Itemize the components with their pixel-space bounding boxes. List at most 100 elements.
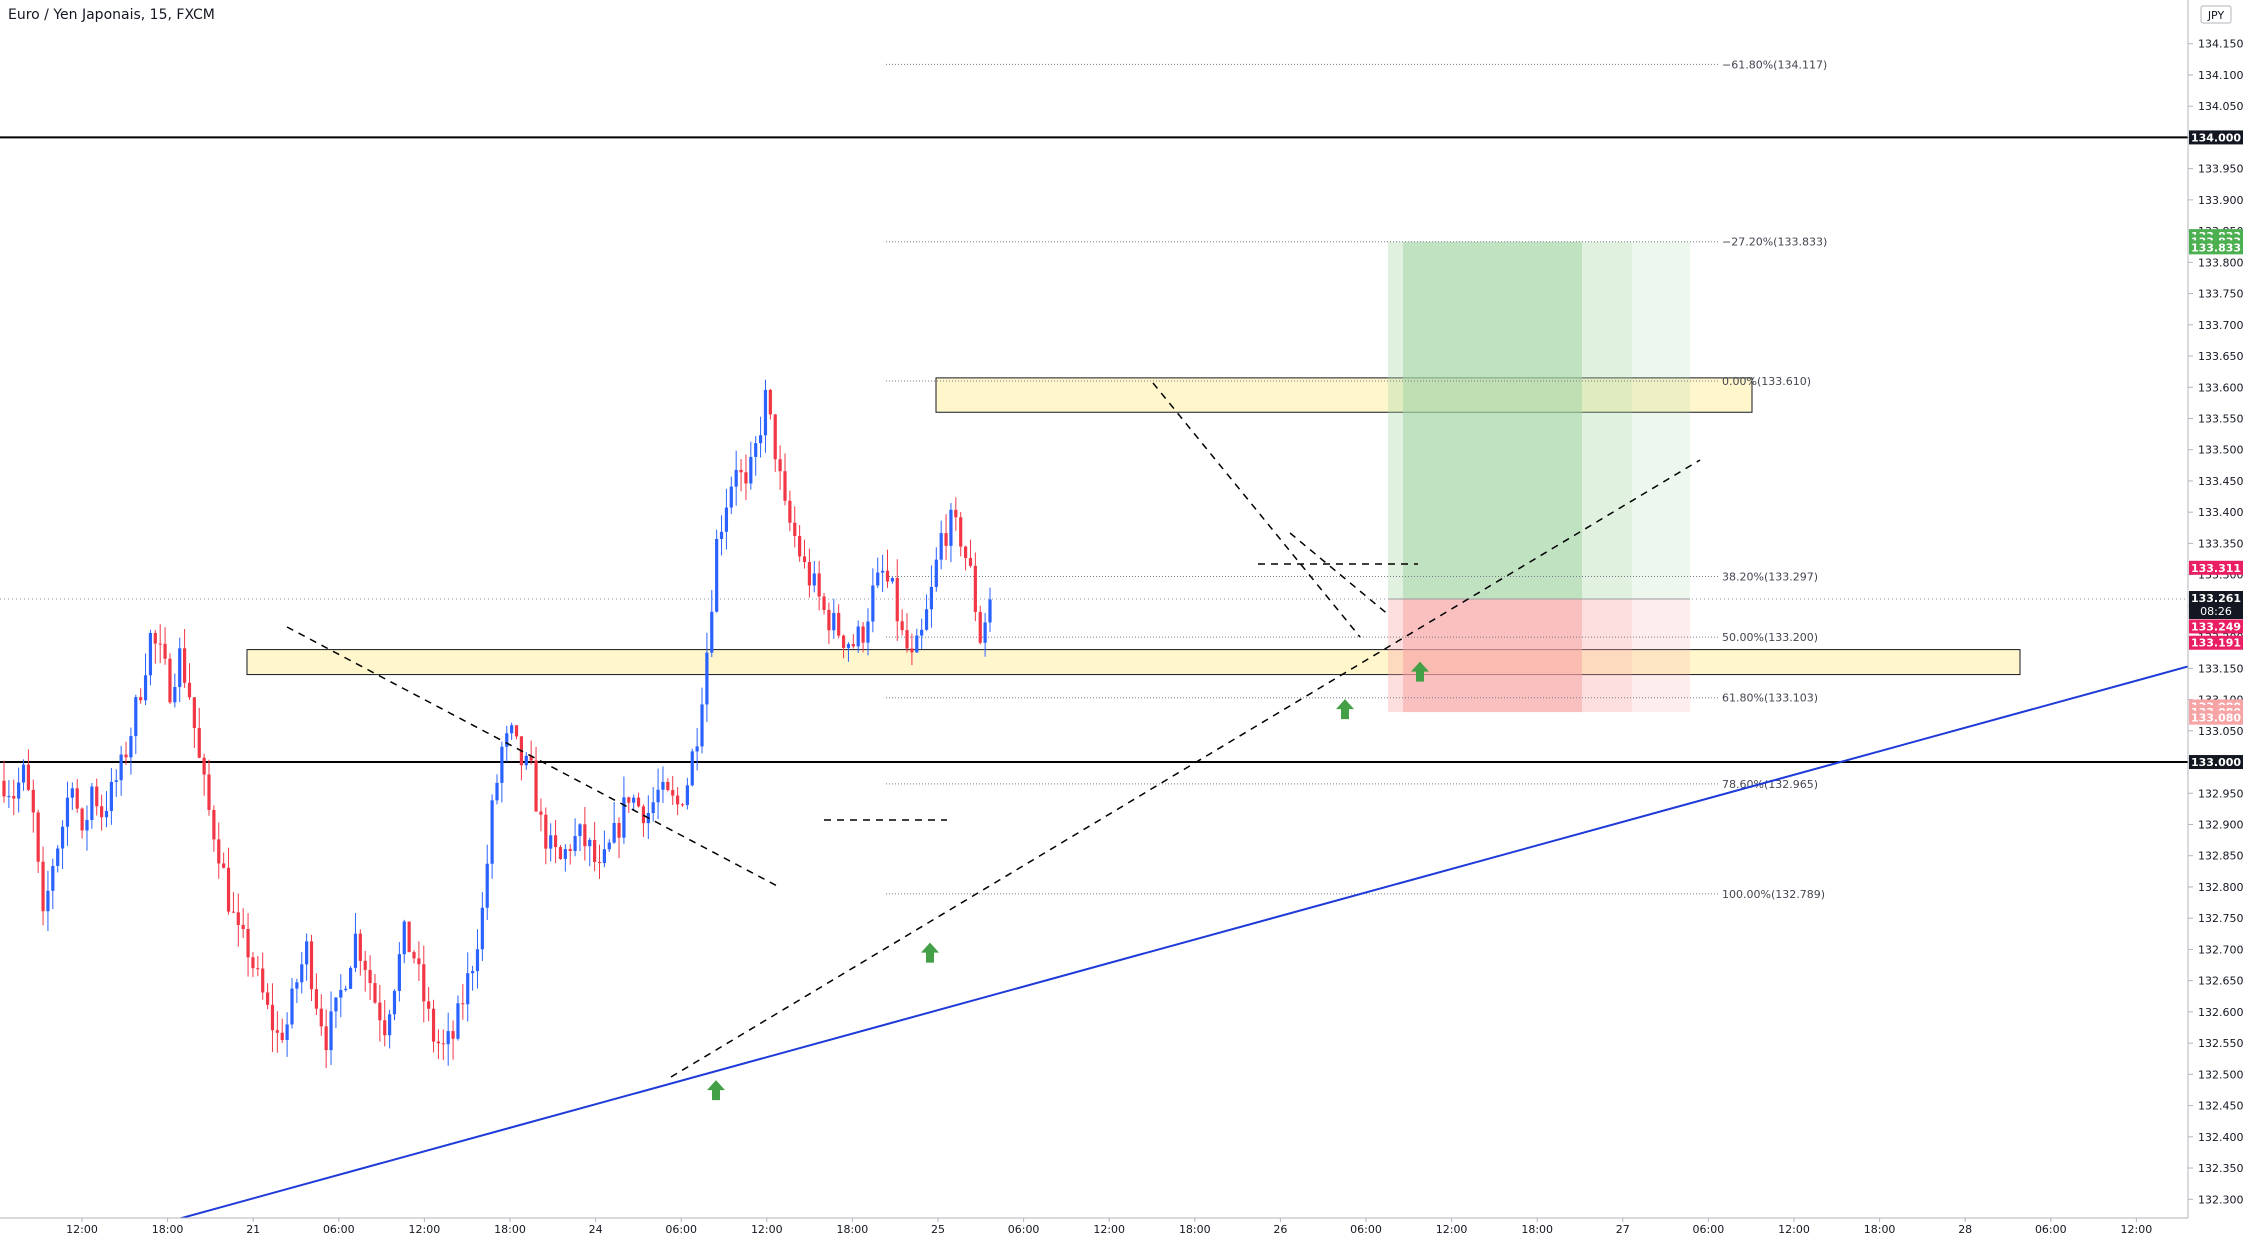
- fib-level-label: 100.00%(132.789): [1722, 888, 1825, 901]
- dashed-trend-line[interactable]: [670, 459, 1701, 1078]
- candle: [290, 978, 294, 1029]
- candle: [124, 741, 128, 765]
- candle-body: [178, 648, 182, 688]
- candle: [856, 620, 860, 653]
- candle: [139, 688, 143, 704]
- candle: [749, 441, 753, 490]
- loss-zone[interactable]: [1403, 599, 1582, 713]
- candle: [881, 554, 885, 593]
- candle: [192, 697, 196, 748]
- candle: [358, 929, 362, 976]
- price-tag[interactable]: 134.000: [2189, 130, 2243, 145]
- dashed-trend-line[interactable]: [1152, 382, 1361, 638]
- price-tag[interactable]: 133.191: [2189, 635, 2243, 650]
- price-tag[interactable]: 133.000: [2189, 755, 2243, 770]
- candle: [495, 774, 499, 805]
- candle: [95, 778, 99, 816]
- candle: [544, 807, 548, 865]
- loss-zone[interactable]: [1388, 599, 1403, 713]
- candle-body: [197, 728, 201, 758]
- candle-body: [392, 990, 397, 1015]
- candle: [353, 912, 358, 973]
- candle-body: [754, 443, 758, 457]
- candle: [309, 934, 314, 1002]
- candle-body: [114, 780, 118, 782]
- time-tick-label: 18:00: [152, 1223, 184, 1236]
- candle: [846, 642, 851, 662]
- candle: [339, 974, 343, 1018]
- candle-body: [510, 725, 514, 734]
- candle-body: [51, 865, 55, 891]
- candle: [7, 780, 11, 809]
- candle-body: [402, 921, 406, 955]
- candle: [56, 845, 60, 873]
- candle-body: [129, 736, 133, 758]
- price-tag-background: [2189, 591, 2243, 620]
- price-tick-label: 132.950: [2198, 787, 2244, 800]
- candle: [661, 766, 665, 803]
- candle-body: [407, 921, 411, 953]
- candle-body: [705, 652, 709, 705]
- candle-body: [758, 435, 763, 444]
- dashed-trend-line[interactable]: [1289, 532, 1391, 617]
- time-tick-label: 06:00: [1008, 1223, 1040, 1236]
- candle-body: [719, 531, 724, 539]
- price-tag[interactable]: 133.249: [2189, 619, 2243, 634]
- candle: [70, 782, 74, 810]
- candle-body: [212, 809, 216, 840]
- candle-body: [944, 533, 948, 546]
- candle-body: [749, 456, 753, 484]
- dashed-trend-line[interactable]: [286, 626, 782, 889]
- price-tick-label: 133.400: [2198, 506, 2244, 519]
- candle-body: [588, 839, 592, 847]
- profit-zone[interactable]: [1388, 241, 1403, 600]
- candle: [231, 892, 236, 914]
- candle: [270, 983, 275, 1052]
- profit-zone[interactable]: [1403, 241, 1582, 600]
- profit-zone[interactable]: [1632, 241, 1690, 600]
- candle: [261, 952, 265, 1000]
- candle: [920, 618, 924, 649]
- candle: [363, 950, 367, 992]
- price-tick-label: 132.550: [2198, 1037, 2244, 1050]
- price-tag-background: [2189, 635, 2243, 650]
- price-tick-label: 133.800: [2198, 256, 2244, 269]
- price-tick-label: 133.950: [2198, 163, 2244, 176]
- candle: [65, 781, 70, 846]
- price-tag[interactable]: 133.080: [2189, 710, 2243, 725]
- time-tick-label: 12:00: [2121, 1223, 2153, 1236]
- candle: [900, 609, 904, 636]
- candle-body: [246, 928, 250, 958]
- candle-body: [90, 786, 94, 820]
- time-tick-label: 25: [931, 1223, 945, 1236]
- currency-badge[interactable]: JPY: [2200, 5, 2232, 24]
- price-tag-background: [2189, 130, 2243, 145]
- candle-body: [680, 804, 685, 806]
- candle: [246, 913, 250, 977]
- candle-body: [929, 586, 934, 610]
- supply-demand-zone[interactable]: [935, 377, 1753, 413]
- candle-body: [861, 626, 865, 643]
- supply-demand-zone[interactable]: [246, 649, 2021, 676]
- candle: [988, 587, 992, 632]
- candle-body: [436, 1041, 441, 1044]
- candle: [929, 565, 934, 628]
- candle-body: [495, 782, 499, 801]
- candle-body: [593, 839, 597, 862]
- ascending-trendline[interactable]: [0, 665, 2189, 1244]
- price-tag[interactable]: 133.311: [2189, 560, 2243, 575]
- candle-body: [241, 924, 245, 929]
- candle-body: [85, 819, 89, 831]
- candle-body: [388, 1014, 392, 1036]
- loss-zone[interactable]: [1632, 599, 1690, 713]
- price-tag[interactable]: 133.833: [2189, 240, 2243, 255]
- profit-zone[interactable]: [1582, 241, 1632, 600]
- loss-zone[interactable]: [1582, 599, 1632, 713]
- candle-body: [153, 632, 157, 644]
- candle: [763, 379, 768, 453]
- candle: [324, 1009, 328, 1069]
- candle: [915, 628, 919, 653]
